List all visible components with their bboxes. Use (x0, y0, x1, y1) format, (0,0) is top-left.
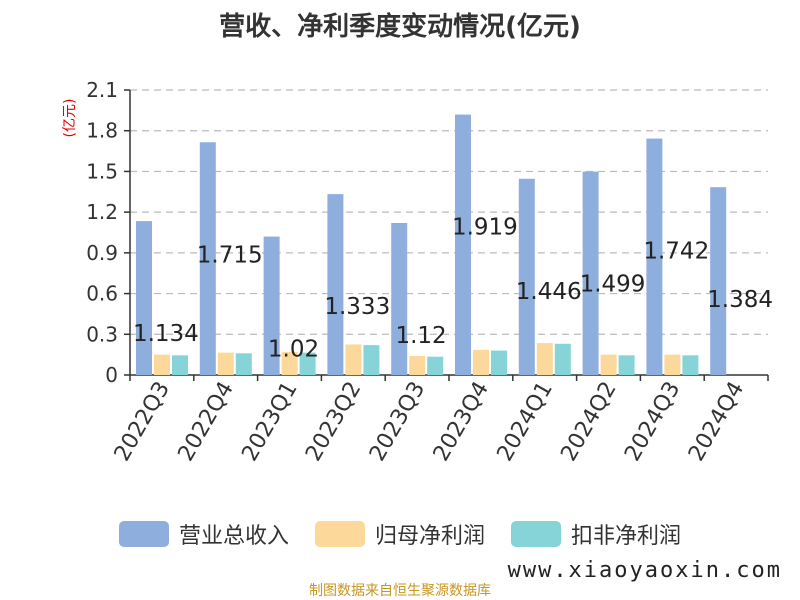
legend-swatch-net-profit (314, 521, 365, 547)
bar-net-profit (600, 354, 617, 375)
x-tick-label: 2022Q3 (110, 378, 175, 466)
y-tick-label: 1.2 (86, 200, 118, 224)
bar-deducted-profit (554, 343, 571, 375)
legend-label-net-profit: 归母净利润 (374, 524, 485, 549)
bar-revenue (518, 178, 535, 375)
legend-item-deducted-profit[interactable]: 扣非净利润 (511, 518, 681, 550)
bar-revenue (646, 138, 663, 375)
bar-net-profit (281, 351, 298, 375)
data-label: 1.134 (133, 321, 199, 347)
x-tick-label: 2024Q3 (620, 378, 685, 466)
data-label: 1.715 (197, 242, 263, 268)
legend: 营业总收入 归母净利润 扣非净利润 (0, 518, 800, 550)
bar-revenue (263, 236, 280, 375)
data-label: 1.919 (452, 215, 518, 241)
bar-deducted-profit (427, 356, 444, 375)
bar-net-profit (217, 352, 234, 375)
bar-deducted-profit (235, 353, 252, 375)
chart-title: 营收、净利季度变动情况(亿元) (219, 12, 581, 42)
y-tick-label: 1.8 (86, 119, 118, 143)
data-label: 1.384 (707, 287, 773, 313)
bar-deducted-profit (363, 345, 380, 375)
bar-deducted-profit (682, 355, 699, 375)
x-tick-label: 2023Q2 (301, 378, 366, 466)
bar-deducted-profit (618, 355, 635, 375)
y-tick-label: 0 (105, 363, 118, 387)
data-label: 1.499 (580, 272, 646, 298)
y-axis-label: (亿元) (62, 99, 78, 138)
y-tick-label: 1.5 (86, 159, 118, 183)
data-label: 1.742 (643, 239, 709, 265)
bar-deducted-profit (491, 350, 507, 375)
data-source-note: 制图数据来自恒生聚源数据库 (309, 583, 491, 599)
data-label: 1.12 (395, 323, 446, 349)
bar-net-profit (345, 344, 362, 375)
bar-revenue (455, 114, 471, 376)
legend-swatch-deducted-profit (511, 521, 561, 547)
data-label: 1.446 (516, 279, 582, 305)
y-tick-label: 0.9 (86, 241, 118, 265)
legend-item-revenue[interactable]: 营业总收入 (118, 518, 289, 550)
bar-revenue (582, 171, 599, 375)
watermark: www.xiaoyaoxin.com (507, 558, 782, 583)
y-tick-label: 0.3 (86, 322, 118, 346)
legend-swatch-revenue (118, 521, 169, 547)
x-tick-label: 2024Q1 (493, 378, 558, 466)
bar-revenue (199, 142, 216, 375)
legend-label-deducted-profit: 扣非净利润 (571, 524, 682, 549)
y-tick-label: 0.6 (86, 282, 118, 306)
x-tick-label: 2024Q4 (684, 378, 749, 466)
x-tick-label: 2022Q4 (174, 378, 239, 466)
bar-revenue (327, 194, 344, 375)
bar-revenue (391, 223, 408, 375)
bar-deducted-profit (299, 352, 316, 375)
y-tick-label: 2.1 (86, 78, 118, 102)
bar-revenue (710, 187, 727, 375)
x-tick-label: 2023Q3 (365, 378, 430, 466)
data-label: 1.333 (324, 294, 390, 320)
bar-net-profit (409, 356, 426, 375)
x-tick-label: 2023Q1 (237, 378, 302, 466)
x-tick-label: 2023Q4 (429, 378, 494, 466)
bar-deducted-profit (172, 355, 188, 375)
x-tick-label: 2024Q2 (556, 378, 621, 466)
data-label: 1.02 (268, 337, 319, 363)
bar-net-profit (664, 354, 681, 375)
bar-net-profit (536, 343, 553, 375)
bar-revenue (136, 221, 152, 375)
bar-net-profit (473, 349, 489, 375)
bar-net-profit (154, 354, 170, 375)
legend-label-revenue: 营业总收入 (178, 524, 289, 549)
legend-item-net-profit[interactable]: 归母净利润 (314, 518, 485, 550)
